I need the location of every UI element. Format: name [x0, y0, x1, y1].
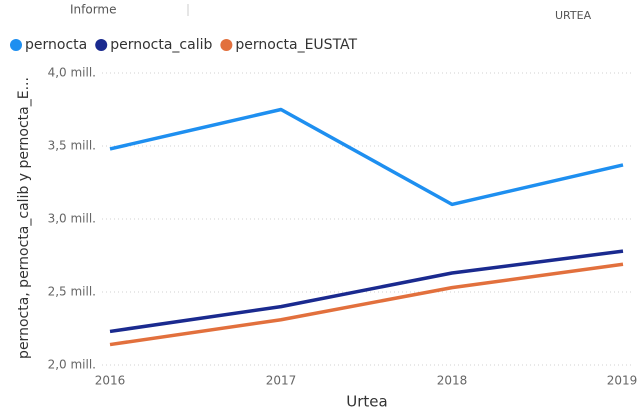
y-axis-label: pernocta, pernocta_calib y pernocta_E... — [16, 77, 32, 359]
x-tick-label: 2017 — [266, 374, 297, 388]
y-tick-label: 2,5 mill. — [48, 285, 96, 299]
legend-marker — [220, 39, 233, 51]
line-series — [109, 107, 624, 207]
line-series — [109, 249, 624, 334]
y-tick-label: 4,0 mill. — [48, 66, 96, 80]
legend-marker — [10, 39, 22, 51]
line-series — [109, 262, 624, 347]
legend-marker — [95, 39, 108, 51]
header-text: URTEA — [555, 9, 592, 22]
header-text: Informe — [70, 3, 117, 17]
legend-label: pernocta — [25, 37, 87, 53]
x-axis-label: Urtea — [346, 393, 387, 411]
y-tick-label: 2,0 mill. — [48, 358, 96, 372]
x-tick-label: 2018 — [437, 374, 468, 388]
x-tick-label: 2016 — [95, 374, 126, 388]
y-tick-label: 3,5 mill. — [48, 139, 96, 153]
y-tick-label: 3,0 mill. — [48, 212, 96, 226]
legend-label: pernocta_EUSTAT — [235, 37, 357, 53]
legend-label: pernocta_calib — [110, 37, 212, 53]
x-tick-label: 2019 — [607, 374, 638, 388]
